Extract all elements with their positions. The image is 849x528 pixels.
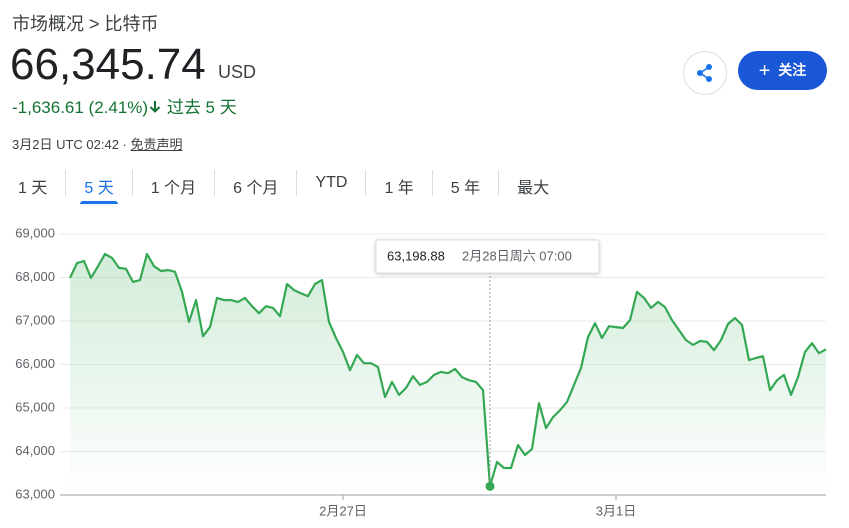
tooltip: 63,198.88 2月28日周六 07:00: [375, 239, 600, 274]
tab[interactable]: 1 天: [18, 180, 48, 197]
x-tick-label: 2月27日: [319, 503, 367, 518]
y-tick-label: 64,000: [15, 443, 55, 458]
down-arrow: [149, 101, 161, 113]
tab-separator: [365, 170, 367, 196]
y-tick-label: 66,000: [15, 356, 55, 371]
share-button[interactable]: [683, 51, 727, 95]
tab[interactable]: 5 年: [450, 180, 481, 197]
tab[interactable]: 6 个月: [233, 180, 279, 197]
range-tabs: 1 天 5 天 1 个月 6 个月 YTD 1 年 5 年 最大: [0, 170, 567, 204]
breadcrumb: 市场概况 > 比特币: [12, 10, 159, 36]
disclaimer[interactable]: 免责声明: [130, 137, 183, 152]
change-value: -1,636.61 (2.41%): [12, 98, 149, 117]
y-tick-label: 63,000: [15, 486, 55, 501]
tab-separator: [431, 170, 433, 196]
follow-button[interactable]: + 关注: [738, 51, 827, 90]
area: [70, 254, 826, 495]
tab[interactable]: 1 个月: [150, 180, 197, 197]
time: 3月2日 UTC 02:42 ·: [12, 137, 127, 152]
currency: USD: [218, 62, 257, 82]
crumb-sep: >: [89, 14, 100, 34]
tab[interactable]: YTD: [315, 174, 348, 191]
change: -1,636.61 (2.41%) 过去 5 天: [12, 93, 237, 118]
tab[interactable]: 最大: [517, 180, 550, 197]
tab-separator: [214, 170, 216, 196]
y-tick-label: 69,000: [15, 225, 55, 240]
tooltip-value: 63,198.88: [387, 248, 445, 263]
tab-separator: [498, 170, 500, 196]
hover-point: [485, 481, 495, 491]
change-period: 过去 5 天: [166, 98, 237, 117]
follow-label: 关注: [778, 62, 807, 78]
timestamp: 3月2日 UTC 02:42 · 免责声明: [12, 134, 183, 153]
tooltip-time: 2月28日周六 07:00: [462, 248, 572, 263]
tab-separator: [296, 170, 298, 196]
tab-separator: [65, 170, 67, 196]
tab[interactable]: 5 天: [66, 170, 131, 204]
y-tick-label: 65,000: [15, 399, 55, 414]
tooltip-box: [375, 239, 600, 274]
crumb: 比特币: [104, 14, 159, 34]
tab-separator: [131, 170, 133, 196]
x-tick-label: 3月1日: [596, 503, 636, 518]
crumb[interactable]: 市场概况: [12, 14, 84, 34]
price: 66,345.74: [10, 40, 206, 89]
y-tick-label: 67,000: [15, 312, 55, 327]
price-line: [69, 252, 827, 488]
y-tick-label: 68,000: [15, 269, 55, 284]
tab[interactable]: 1 年: [384, 180, 414, 197]
share-icon: [697, 64, 712, 82]
